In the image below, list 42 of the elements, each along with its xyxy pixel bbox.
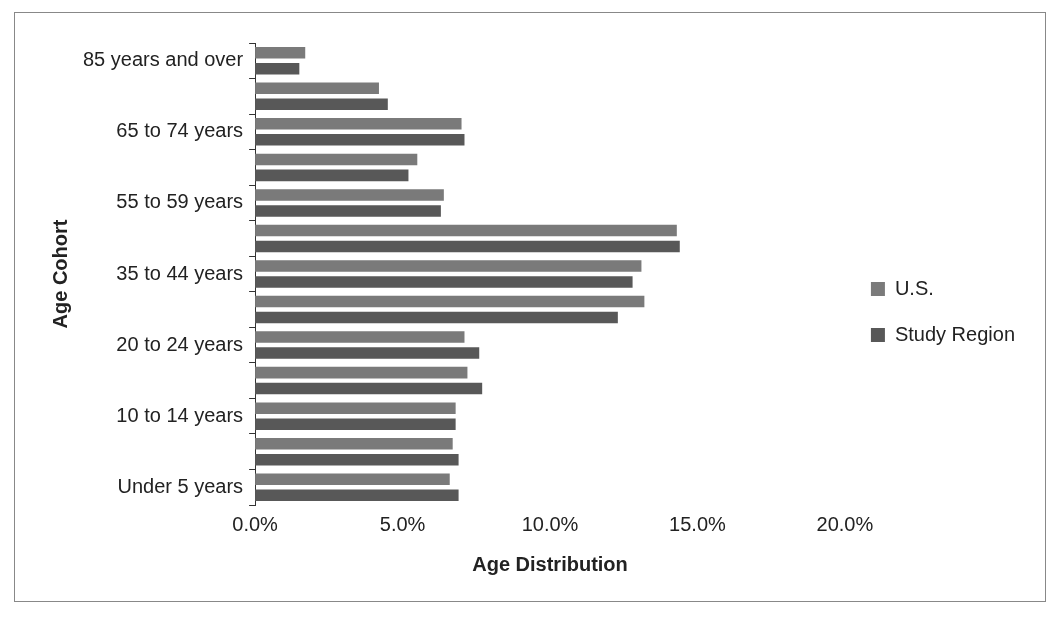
bar (255, 295, 645, 308)
y-tick-label: 10 to 14 years (116, 403, 244, 426)
y-tick-label: 65 to 74 years (116, 119, 244, 142)
x-tick-label: 20.0% (816, 512, 874, 535)
bar (255, 224, 677, 237)
y-axis-title: Age Cohort (48, 219, 71, 329)
bar (255, 437, 453, 450)
bar (255, 418, 456, 430)
bar (255, 453, 459, 466)
bar (255, 276, 633, 288)
legend-label: Study Region (894, 322, 1015, 345)
y-tick-label: Under 5 years (117, 474, 244, 497)
bar (255, 189, 444, 201)
bar (255, 331, 465, 343)
x-tick-label: 10.0% (521, 512, 579, 535)
y-tick-label: 55 to 59 years (116, 190, 244, 213)
bar (255, 240, 680, 253)
bar (255, 311, 618, 324)
bar (255, 489, 459, 501)
bar (255, 205, 441, 217)
y-tick-label: 20 to 24 years (116, 332, 244, 355)
bar (255, 473, 450, 485)
bar (255, 82, 379, 95)
bar (255, 260, 642, 272)
x-tick-label: 5.0% (379, 512, 426, 535)
bar (255, 98, 388, 111)
bar (255, 347, 480, 359)
y-tick-label: 85 years and over (82, 48, 244, 71)
bar (255, 382, 483, 395)
bar (255, 134, 465, 146)
bar (255, 169, 409, 182)
legend-label: U.S. (894, 276, 934, 299)
bar (255, 402, 456, 414)
x-axis-title: Age Distribution (472, 552, 628, 575)
x-tick-label: 0.0% (232, 512, 279, 535)
bar (255, 153, 418, 166)
bar (255, 366, 468, 379)
bar (255, 47, 306, 59)
bar (255, 63, 300, 75)
x-tick-label: 15.0% (669, 512, 727, 535)
y-tick-label: 35 to 44 years (116, 261, 244, 284)
bar (255, 118, 462, 130)
